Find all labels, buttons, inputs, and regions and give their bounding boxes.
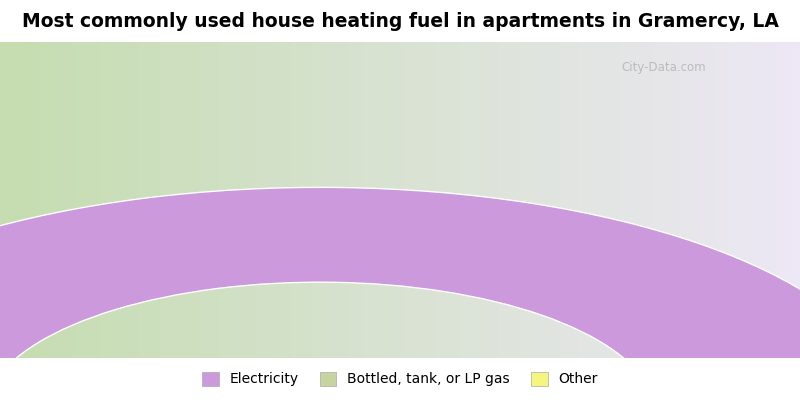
- Legend: Electricity, Bottled, tank, or LP gas, Other: Electricity, Bottled, tank, or LP gas, O…: [196, 366, 604, 392]
- Text: City-Data.com: City-Data.com: [622, 61, 706, 74]
- Text: Most commonly used house heating fuel in apartments in Gramercy, LA: Most commonly used house heating fuel in…: [22, 12, 778, 31]
- Wedge shape: [0, 187, 800, 400]
